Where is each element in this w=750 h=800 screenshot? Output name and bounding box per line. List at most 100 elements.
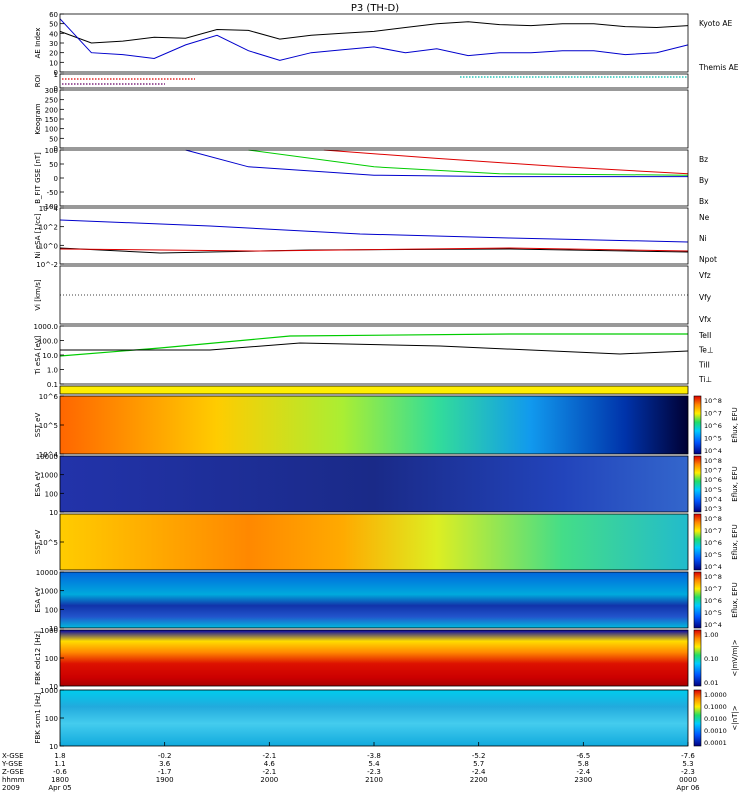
y-tick-label: 1000 [40, 472, 58, 480]
x-row-value: 1900 [156, 776, 174, 784]
y-tick-label: 1000 [40, 588, 58, 596]
colorbar-tick-label: 0.1000 [704, 703, 727, 711]
series-line [59, 247, 689, 254]
colorbar-tick-label: 10^8 [704, 573, 722, 581]
x-row-value: 2100 [365, 776, 383, 784]
y-axis-label: FBK edc12 [Hz] [34, 631, 42, 685]
y-tick-label: 10000 [36, 453, 58, 461]
series-line [59, 247, 689, 252]
y-tick-label: 300 [45, 87, 58, 95]
legend-entry: Vfz [699, 271, 711, 280]
colorbar-tick-label: 0.0010 [704, 727, 727, 735]
y-axis-label: FBK scm1 [Hz] [34, 692, 42, 743]
x-row-value: -0.6 [53, 768, 67, 776]
legend-entry: By [699, 176, 709, 185]
colorbar-tick-label: 10^8 [704, 397, 722, 405]
y-tick-label: 10 [49, 683, 58, 691]
x-row-value: 5.7 [473, 760, 484, 768]
y-tick-label: 10^4 [39, 451, 59, 459]
x-row-value: 2000 [260, 776, 278, 784]
x-row-value: 5.3 [682, 760, 693, 768]
panel-frame [59, 571, 689, 629]
y-tick-label: 0 [54, 85, 58, 93]
series-line [59, 219, 689, 243]
series-line [185, 149, 688, 178]
legend-entry: Themis AE [698, 63, 739, 72]
colorbar-tick-label: 10^6 [704, 476, 722, 484]
y-tick-label: 10^0 [39, 242, 58, 250]
x-row-value: 4.6 [264, 760, 276, 768]
y-tick-label: 40 [49, 30, 58, 38]
colorbar-label: Eflux, EFU [731, 407, 739, 442]
colorbar-tick-label: 1.00 [704, 631, 718, 639]
panel-frame [59, 73, 689, 89]
panel-frame [59, 149, 689, 207]
y-tick-label: 100 [45, 655, 58, 663]
x-row-value: 3.6 [159, 760, 171, 768]
panel-7 [59, 385, 689, 395]
y-tick-label: 0 [54, 145, 58, 153]
panel-frame [59, 629, 689, 687]
x-row-value: 5.8 [578, 760, 589, 768]
y-tick-label: 10^6 [39, 393, 59, 401]
y-tick-label: 100 [45, 606, 58, 614]
y-tick-label: -100 [42, 203, 58, 211]
panel-12: 1.00 0.10 0.01 <|mV/m|> 1000 100 10 FBK edc12 [… [34, 627, 739, 691]
colorbar [693, 513, 702, 571]
y-axis-label: ESA eV [34, 471, 42, 496]
legend-entry: Te⊥ [698, 346, 713, 355]
y-tick-label: 1 [54, 71, 58, 79]
colorbar-tick-label: 0.10 [704, 655, 718, 663]
x-row-value: -2.3 [681, 768, 695, 776]
colorbar-tick-label: 10^6 [704, 539, 722, 547]
colorbar-tick-label: 10^5 [704, 551, 722, 559]
legend-entry: Ne [699, 213, 710, 222]
y-tick-label: 10^2 [39, 224, 58, 232]
x-row-label: Z-GSE [2, 768, 24, 776]
x-row-label: 2009 [2, 784, 20, 792]
x-row-value: Apr 06 [676, 784, 700, 792]
y-tick-label: 10 [49, 509, 58, 517]
x-row-value: 5.4 [368, 760, 380, 768]
colorbar-tick-label: 10^6 [704, 422, 722, 430]
x-row-value: 1.8 [54, 752, 65, 760]
x-row-value: -7.6 [681, 752, 695, 760]
x-row-value: -2.1 [262, 752, 276, 760]
y-tick-label: 1.0 [47, 367, 58, 375]
series-line [60, 342, 689, 355]
y-tick-label: 10.0 [42, 352, 58, 360]
colorbar-label: Eflux, EFU [731, 582, 739, 617]
legend-entry: TiII [698, 360, 710, 369]
panel-frame [59, 385, 689, 395]
y-tick-label: 100 [45, 126, 58, 134]
colorbar-tick-label: 0.0100 [704, 715, 727, 723]
y-tick-label: 100 [45, 147, 58, 155]
legend-entry: Npot [699, 255, 717, 264]
colorbar-tick-label: 10^5 [704, 609, 722, 617]
colorbar-tick-label: 10^3 [704, 505, 722, 513]
series-line [323, 149, 689, 175]
legend-entry: Bz [699, 155, 708, 164]
y-tick-label: 150 [45, 116, 58, 124]
y-tick-label: 50 [49, 161, 58, 169]
x-row-value: 2200 [470, 776, 488, 784]
spectrogram-fill [60, 690, 688, 746]
y-axis-label: AE Index [34, 28, 42, 59]
y-tick-label: 50 [49, 21, 58, 29]
y-tick-label: -50 [47, 189, 58, 197]
y-tick-label: 10000 [36, 569, 58, 577]
x-row-value: 0000 [679, 776, 697, 784]
legend-entry: TeII [698, 331, 711, 340]
panel-frame [59, 455, 689, 513]
x-row-label: hhmm [2, 776, 25, 784]
y-tick-label: 100 [45, 715, 58, 723]
x-row-value: 2300 [574, 776, 592, 784]
yellow-strip [60, 386, 688, 394]
series-line [248, 149, 689, 176]
colorbar-label: <|mV/m|> [731, 639, 739, 676]
